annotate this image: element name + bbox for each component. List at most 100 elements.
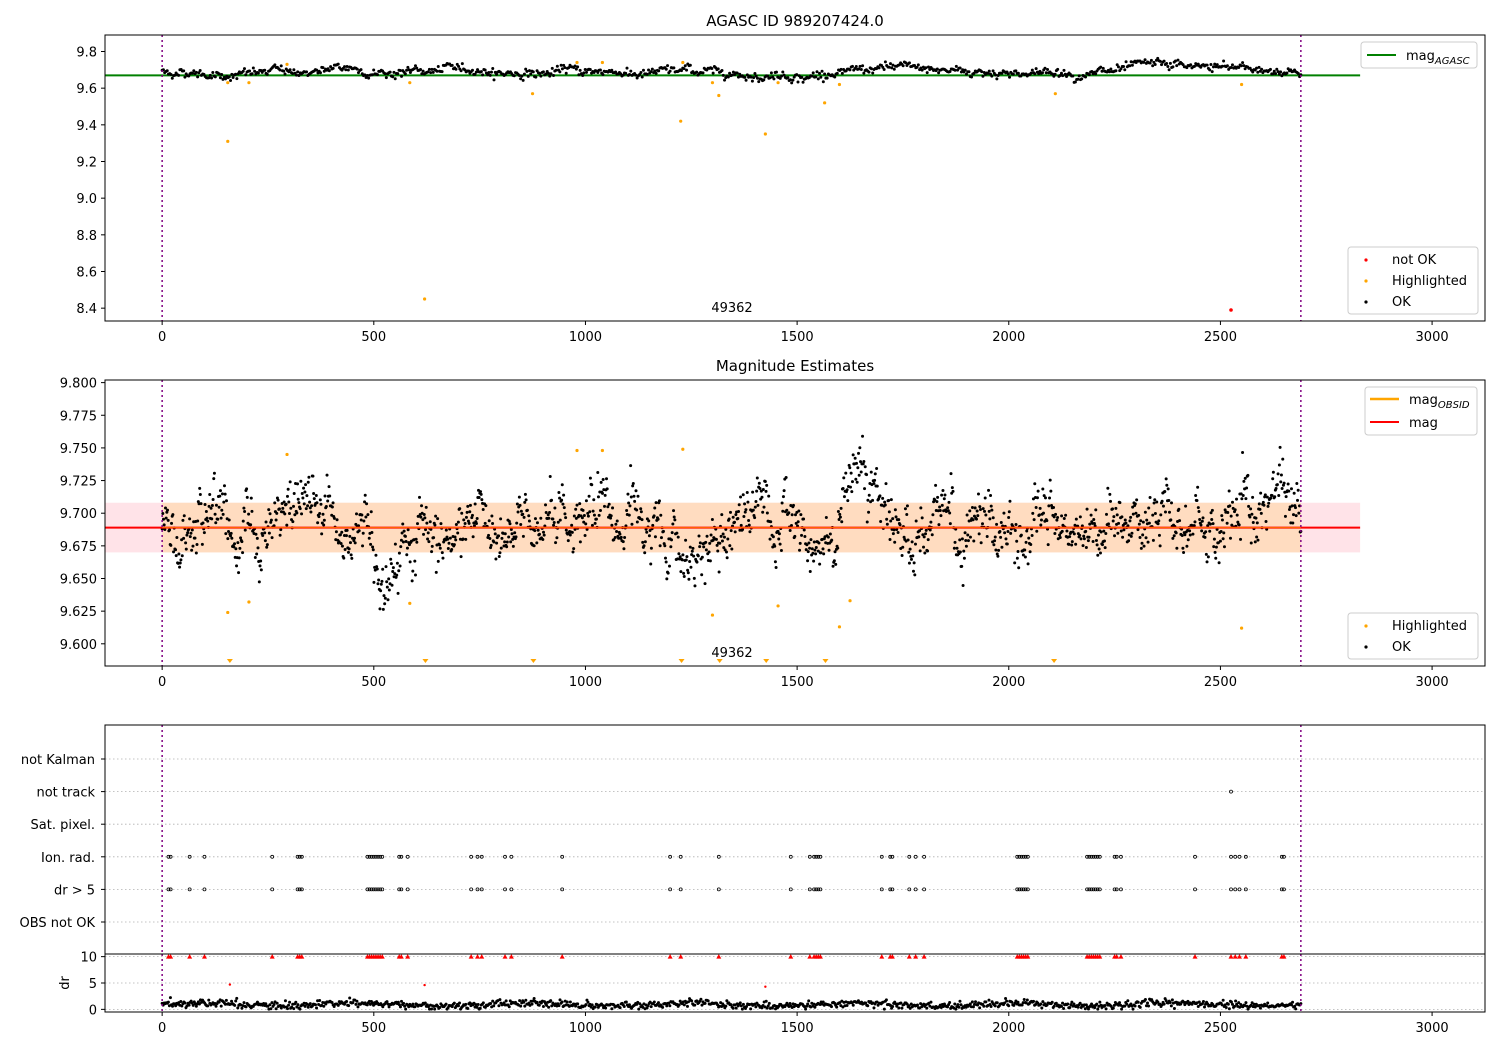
ok-point [988,517,992,521]
ok-point [514,535,518,539]
ok-point [1034,505,1038,509]
ok-point [601,73,605,77]
ok-point [281,506,285,510]
ok-point [755,476,759,480]
dr-point [313,1003,317,1007]
ok-point [854,65,858,69]
flag-point [1095,887,1100,892]
y-tick-label: 9.6 [76,82,97,97]
ok-point [390,583,394,587]
ok-point [964,544,968,548]
dr-point [275,1001,279,1005]
flag-point [1093,854,1098,859]
ok-point [1291,521,1295,525]
ok-point [917,535,921,539]
ok-point [1118,501,1122,505]
ok-point [1100,543,1104,547]
ok-point [182,514,186,518]
dr-point [491,999,495,1003]
ok-point [825,76,829,80]
ok-point [361,544,365,548]
dr-point [959,1003,963,1007]
ok-point [909,557,913,561]
ok-point [1064,513,1068,517]
ok-point [436,559,440,563]
ok-point [326,499,330,503]
dr-point [191,1003,195,1007]
dr-point [266,1004,270,1008]
y-tick-label: 9.4 [76,119,97,134]
ok-point [302,486,306,490]
dr-red-point [764,985,767,988]
ok-point [1180,533,1184,537]
dr-point [956,1003,960,1007]
ok-point [474,70,478,74]
ok-point [516,510,520,514]
dr-point [255,1000,259,1004]
dr-point [1293,1004,1297,1008]
ok-point [920,68,924,72]
ok-point [598,68,602,72]
ok-point [781,509,785,513]
ok-point [349,553,353,557]
highlighted-point [679,119,683,123]
ok-point [1212,545,1216,549]
ok-point [809,538,813,542]
ok-point [810,547,814,551]
ok-point [442,540,446,544]
ok-point [1188,533,1192,537]
ok-point [600,491,604,495]
ok-point [479,70,483,74]
ok-point [263,531,267,535]
ok-point [1002,511,1006,515]
ok-point [1155,500,1159,504]
offscale-down-marker [716,659,723,663]
ok-point [1166,65,1170,69]
dr-point [298,1007,302,1011]
dr-point [234,999,238,1003]
flag-point [816,887,821,892]
ok-point [1021,553,1025,557]
ok-point [307,475,311,479]
dr-point [649,1005,653,1009]
dr-point [475,1005,479,1009]
ok-point [1254,516,1258,520]
ok-point [1157,519,1161,523]
dr-point [1133,1004,1137,1008]
ok-point [525,508,529,512]
ok-point [520,74,524,78]
flag-point [503,854,507,859]
ok-point [369,542,373,546]
dr-point [458,1001,462,1005]
ok-point [492,78,496,82]
ok-point [1036,489,1040,493]
flag-point [890,854,895,859]
ok-point [687,577,691,581]
offscale-down-marker [1051,659,1058,663]
ok-point [787,511,791,515]
ok-point [747,519,751,523]
ok-point [859,68,863,72]
ok-point [353,536,357,540]
ok-point [193,536,197,540]
dr-point [1003,1001,1007,1005]
ok-point [995,552,999,556]
dr-point [872,1006,876,1010]
ok-point [527,69,531,73]
ok-point [487,533,491,537]
ok-point [1053,532,1057,536]
ok-point [223,77,227,81]
ok-point [1274,486,1278,490]
ok-point [1276,70,1280,74]
ok-point [884,482,888,486]
dr-clipped-marker [817,954,823,959]
dr-point [1093,1006,1097,1010]
ok-point [587,494,591,498]
ok-point [1138,536,1142,540]
ok-point [1286,482,1290,486]
ok-point [1108,492,1112,496]
dr-point [1036,1001,1040,1005]
highlighted-point [681,447,685,451]
ok-point [907,561,911,565]
dr-point [476,1002,480,1006]
